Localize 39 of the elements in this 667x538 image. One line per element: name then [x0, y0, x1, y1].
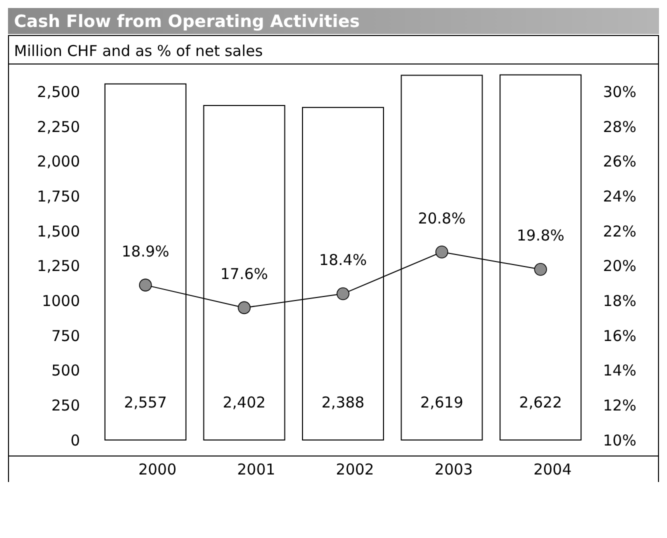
y-tick-label: 1000	[42, 292, 80, 310]
y-tick-label: 2,500	[37, 83, 80, 102]
y2-tick-label: 10%	[603, 431, 636, 450]
x-tick-label: 2001	[237, 460, 276, 478]
y2-tick-label: 16%	[603, 326, 636, 345]
y-tick-label: 2,250	[37, 118, 80, 136]
y-tick-label: 750	[51, 326, 80, 345]
chart-subtitle: Million CHF and as % of net sales	[14, 42, 264, 60]
y-tick-label: 0	[70, 431, 80, 450]
data-label: 17.6%	[220, 264, 268, 283]
data-label: 2,388	[322, 394, 364, 412]
data-label: 2,557	[124, 394, 167, 412]
y2-tick-label: 30%	[603, 83, 636, 102]
data-label: 18.4%	[319, 251, 367, 270]
y2-tick-label: 14%	[603, 362, 636, 380]
data-label: 2,619	[420, 394, 464, 412]
y2-tick-label: 26%	[603, 152, 636, 171]
y-tick-label: 1,500	[37, 222, 80, 240]
x-tick-label: 2004	[533, 460, 572, 478]
y2-tick-label: 20%	[603, 257, 636, 276]
y2-tick-label: 24%	[603, 188, 636, 206]
x-tick-label: 2000	[138, 460, 177, 478]
data-label: 18.9%	[122, 242, 170, 260]
y2-tick-label: 28%	[603, 118, 636, 136]
y-tick-label: 500	[51, 362, 80, 380]
data-label: 2,402	[222, 394, 266, 412]
y-tick-label: 2,000	[37, 152, 80, 171]
y2-tick-label: 22%	[603, 222, 636, 240]
data-label: 2,622	[519, 394, 562, 412]
y-tick-label: 1,750	[37, 188, 80, 206]
chart-title: Cash Flow from Operating Activities	[14, 12, 360, 32]
y2-tick-label: 12%	[603, 396, 636, 414]
data-label: 20.8%	[418, 209, 466, 228]
x-tick-label: 2002	[336, 460, 374, 478]
y-tick-label: 1,250	[37, 257, 80, 276]
y-tick-label: 250	[51, 396, 80, 414]
x-tick-label: 2003	[434, 460, 473, 478]
y2-tick-label: 18%	[603, 292, 636, 310]
data-label: 19.8%	[516, 226, 564, 245]
